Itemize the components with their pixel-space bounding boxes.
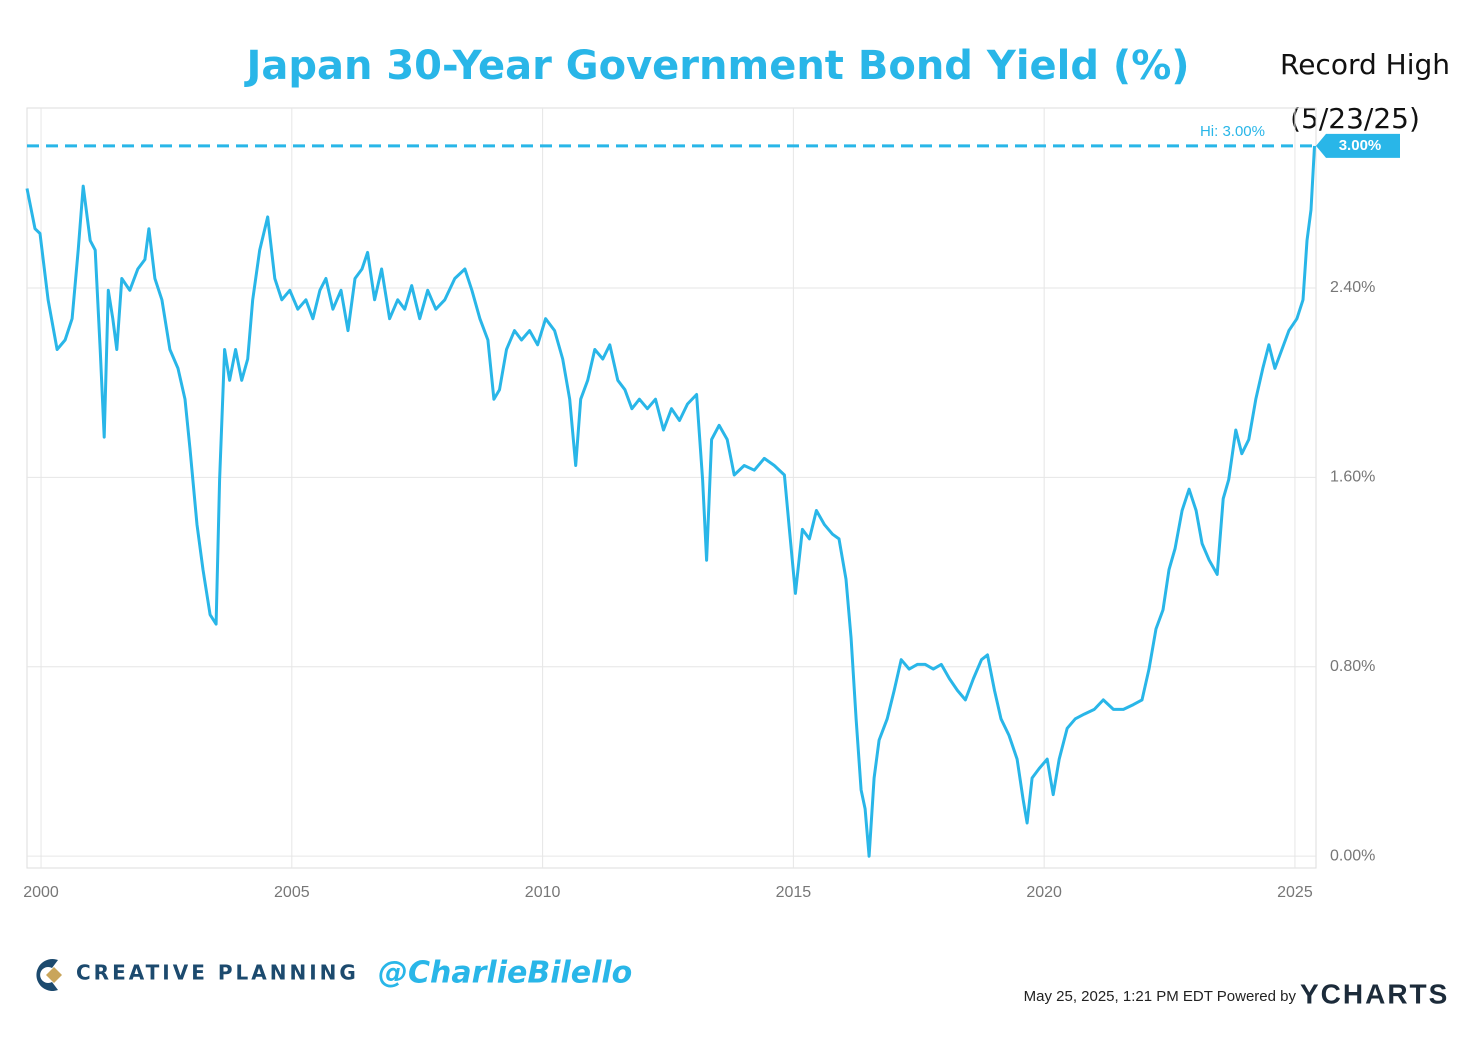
y-tick-label: 1.60% bbox=[1330, 469, 1375, 486]
y-tick-label: 2.40% bbox=[1330, 279, 1375, 296]
y-tick-label: 0.80% bbox=[1330, 658, 1375, 675]
last-badge-bg bbox=[1316, 133, 1400, 158]
record-date: (5/23/25) bbox=[1290, 102, 1420, 135]
record-annotation: Record High bbox=[1280, 48, 1450, 81]
x-tick-label: 2025 bbox=[1277, 884, 1313, 901]
x-tick-label: 2005 bbox=[274, 884, 310, 901]
plot-frame bbox=[26, 107, 1317, 869]
y-tick-label: 0.00% bbox=[1330, 847, 1375, 864]
logo bbox=[36, 958, 62, 991]
timestamp: May 25, 2025, 1:21 PM EDT Powered by bbox=[1024, 988, 1297, 1005]
x-tick-label: 2000 bbox=[23, 884, 59, 901]
x-tick-label: 2010 bbox=[525, 884, 561, 901]
series-line bbox=[25, 145, 1316, 858]
handle: @CharlieBilello bbox=[378, 956, 632, 991]
chart-title: Japan 30-Year Government Bond Yield (%) bbox=[243, 43, 1189, 89]
hi-label: Hi: 3.00% bbox=[1200, 123, 1265, 140]
brand: CREATIVE PLANNING bbox=[76, 961, 359, 985]
x-tick-label: 2015 bbox=[776, 884, 812, 901]
last-badge: 3.00% bbox=[1339, 137, 1382, 154]
x-tick-label: 2020 bbox=[1026, 884, 1062, 901]
provider: YCHARTS bbox=[1300, 978, 1449, 1009]
